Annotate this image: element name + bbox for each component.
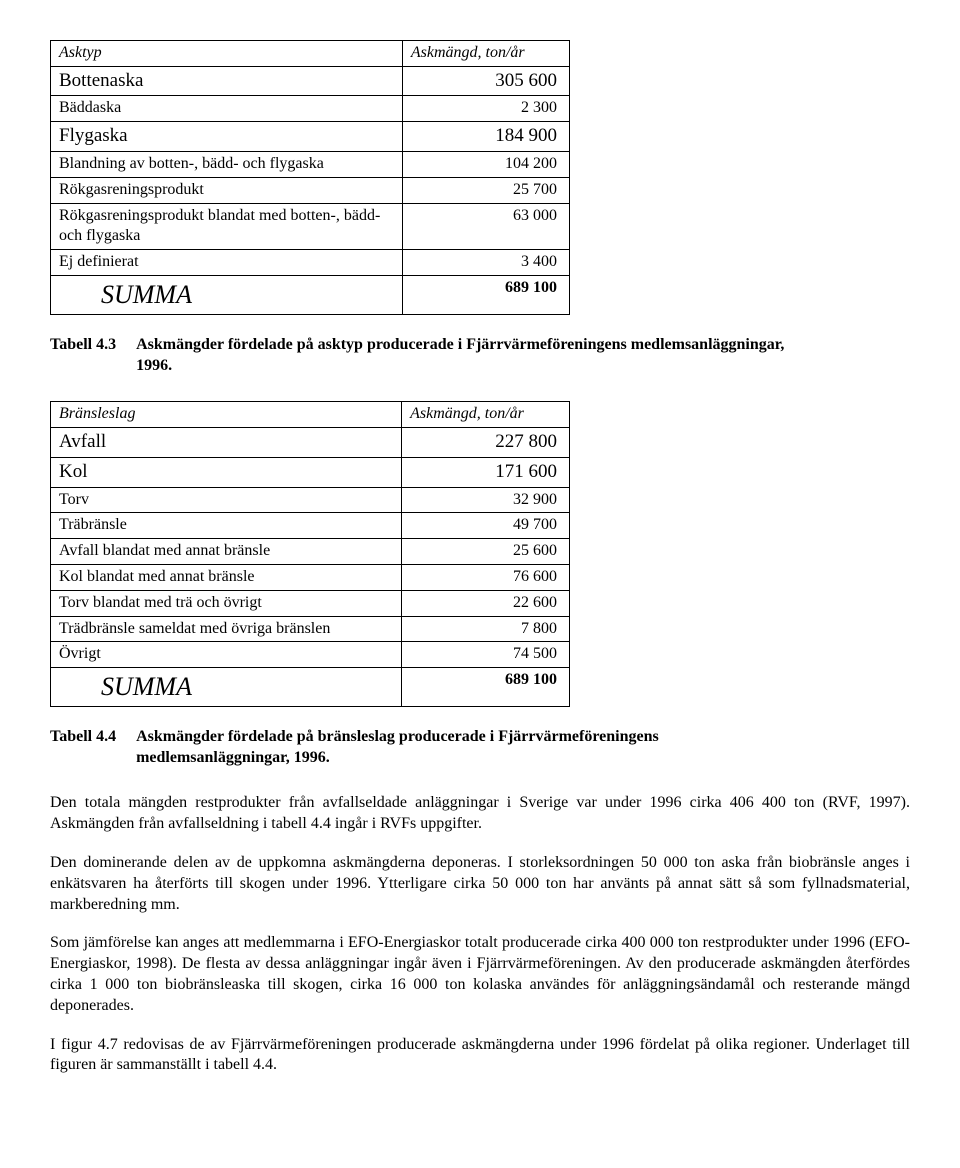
header-askmangd: Askmängd, ton/år	[402, 41, 569, 67]
row-label: Avfall	[51, 428, 402, 458]
row-label: Torv	[51, 487, 402, 513]
table-row: Trädbränsle sameldat med övriga bränslen…	[51, 616, 570, 642]
row-value: 32 900	[402, 487, 570, 513]
sum-label: SUMMA	[51, 668, 402, 707]
row-label: Flygaska	[51, 122, 403, 152]
row-value: 49 700	[402, 513, 570, 539]
table-row: Ej definierat3 400	[51, 250, 570, 276]
table-row: Kol171 600	[51, 457, 570, 487]
header-askmangd: Askmängd, ton/år	[402, 402, 570, 428]
row-label: Rökgasreningsprodukt blandat med botten-…	[51, 203, 403, 250]
row-value: 63 000	[402, 203, 569, 250]
table-bransleslag: Bränsleslag Askmängd, ton/år Avfall227 8…	[50, 401, 570, 707]
row-value: 25 600	[402, 539, 570, 565]
table-row: Avfall227 800	[51, 428, 570, 458]
table-caption-4-4: Tabell 4.4 Askmängder fördelade på bräns…	[50, 727, 810, 769]
table-row: Rökgasreningsprodukt25 700	[51, 177, 570, 203]
row-label: Övrigt	[51, 642, 402, 668]
table-row: Rökgasreningsprodukt blandat med botten-…	[51, 203, 570, 250]
row-label: Ej definierat	[51, 250, 403, 276]
row-label: Blandning av botten-, bädd- och flygaska	[51, 151, 403, 177]
table-row: Torv32 900	[51, 487, 570, 513]
row-value: 227 800	[402, 428, 570, 458]
row-label: Träbränsle	[51, 513, 402, 539]
row-value: 305 600	[402, 66, 569, 96]
row-label: Trädbränsle sameldat med övriga bränslen	[51, 616, 402, 642]
row-value: 76 600	[402, 564, 570, 590]
table-sum-row: SUMMA689 100	[51, 668, 570, 707]
table-row: Bäddaska2 300	[51, 96, 570, 122]
row-label: Avfall blandat med annat bränsle	[51, 539, 402, 565]
table-header-row: Asktyp Askmängd, ton/år	[51, 41, 570, 67]
row-value: 104 200	[402, 151, 569, 177]
row-label: Kol	[51, 457, 402, 487]
table-asktyp: Asktyp Askmängd, ton/år Bottenaska305 60…	[50, 40, 570, 315]
caption-label: Tabell 4.4	[50, 727, 136, 769]
table-row: Flygaska184 900	[51, 122, 570, 152]
row-label: Rökgasreningsprodukt	[51, 177, 403, 203]
caption-label: Tabell 4.3	[50, 335, 136, 377]
header-asktyp: Asktyp	[51, 41, 403, 67]
table-row: Kol blandat med annat bränsle76 600	[51, 564, 570, 590]
row-value: 7 800	[402, 616, 570, 642]
row-label: Torv blandat med trä och övrigt	[51, 590, 402, 616]
table-row: Blandning av botten-, bädd- och flygaska…	[51, 151, 570, 177]
caption-text: Askmängder fördelade på asktyp producera…	[136, 335, 810, 377]
row-value: 2 300	[402, 96, 569, 122]
sum-value: 689 100	[402, 668, 570, 707]
header-bransleslag: Bränsleslag	[51, 402, 402, 428]
row-value: 3 400	[402, 250, 569, 276]
body-paragraph: I figur 4.7 redovisas de av Fjärrvärmefö…	[50, 1035, 910, 1077]
table-row: Träbränsle49 700	[51, 513, 570, 539]
caption-text: Askmängder fördelade på bränsleslag prod…	[136, 727, 810, 769]
row-value: 25 700	[402, 177, 569, 203]
row-value: 184 900	[402, 122, 569, 152]
body-paragraph: Som jämförelse kan anges att medlemmarna…	[50, 933, 910, 1016]
body-paragraph: Den dominerande delen av de uppkomna ask…	[50, 853, 910, 915]
row-label: Bäddaska	[51, 96, 403, 122]
table-header-row: Bränsleslag Askmängd, ton/år	[51, 402, 570, 428]
row-label: Bottenaska	[51, 66, 403, 96]
table-row: Torv blandat med trä och övrigt22 600	[51, 590, 570, 616]
row-value: 74 500	[402, 642, 570, 668]
body-paragraph: Den totala mängden restprodukter från av…	[50, 793, 910, 835]
table-caption-4-3: Tabell 4.3 Askmängder fördelade på askty…	[50, 335, 810, 377]
row-value: 22 600	[402, 590, 570, 616]
table-sum-row: SUMMA689 100	[51, 275, 570, 314]
table-row: Övrigt74 500	[51, 642, 570, 668]
table-row: Avfall blandat med annat bränsle25 600	[51, 539, 570, 565]
sum-label: SUMMA	[51, 275, 403, 314]
row-value: 171 600	[402, 457, 570, 487]
table-row: Bottenaska305 600	[51, 66, 570, 96]
sum-value: 689 100	[402, 275, 569, 314]
row-label: Kol blandat med annat bränsle	[51, 564, 402, 590]
